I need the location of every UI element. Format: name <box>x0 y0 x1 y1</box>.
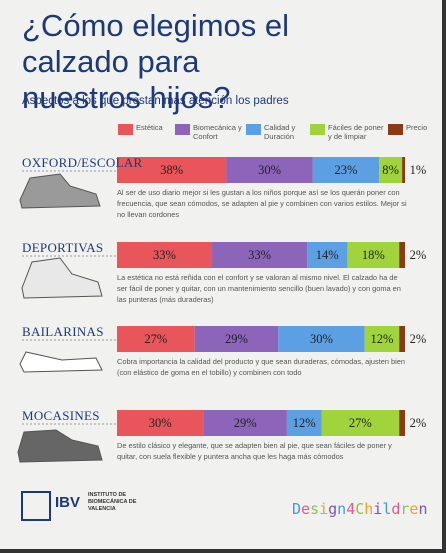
description: Al ser de uso diario mejor si les gustan… <box>117 188 407 219</box>
bar-segment <box>194 326 279 352</box>
legend-label: Calidad y Duración <box>264 123 296 141</box>
value-label: 27% <box>348 416 372 430</box>
legend-swatch <box>388 124 403 135</box>
value-label: 29% <box>233 416 257 430</box>
value-label: 30% <box>148 416 172 430</box>
description: La estética no está reñida con el confor… <box>117 273 401 304</box>
value-label: 27% <box>144 332 168 346</box>
value-label: 30% <box>258 163 282 177</box>
category-label: OXFORD/ESCOLAR <box>22 155 143 170</box>
bar-segment <box>203 410 287 436</box>
shoe-icon <box>17 429 103 463</box>
value-label: 8% <box>382 163 399 177</box>
bar-segment <box>307 242 348 268</box>
value-label: 38% <box>160 163 184 177</box>
value-label: 2% <box>409 332 427 346</box>
ibv-logo-box <box>21 491 51 521</box>
legend-swatch <box>310 124 325 135</box>
bar-segment <box>117 157 227 183</box>
bar-segment <box>399 242 405 268</box>
logo-institute: INSTITUTO DE BIOMECÁNICA DE VALENCIA <box>88 492 137 512</box>
category-label: DEPORTIVAS <box>22 240 104 255</box>
bar-segment <box>402 157 405 183</box>
value-label: 2% <box>409 416 427 430</box>
title: ¿Cómo elegimos el calzado para nuestros … <box>22 8 290 115</box>
value-label: 23% <box>334 163 358 177</box>
legend-swatch <box>246 124 261 135</box>
logo-ibv: IBV <box>55 494 81 511</box>
shoe-icon <box>21 257 103 299</box>
shoe-icons <box>17 173 103 463</box>
bar-segment <box>117 242 213 268</box>
bar-segment <box>399 326 405 352</box>
value-label: 2% <box>409 248 427 262</box>
value-label: 1% <box>409 163 427 177</box>
legend-swatch <box>175 124 190 135</box>
value-label: 33% <box>248 248 272 262</box>
value-label: 29% <box>225 332 248 346</box>
logo-brand: Design4Children <box>292 500 428 518</box>
bar-segment <box>212 242 308 268</box>
category-label: MOCASINES <box>22 408 100 423</box>
value-label: 12% <box>370 332 394 346</box>
value-label: 33% <box>153 248 176 262</box>
bar-segment <box>312 157 380 183</box>
legend-label: Estética <box>136 123 163 132</box>
bar-segment <box>117 410 204 436</box>
bar-segment <box>347 242 400 268</box>
subtitle: Aspectos a los que prestan más atención … <box>22 95 289 107</box>
shoe-icon <box>19 351 103 373</box>
shoe-icon <box>19 173 101 209</box>
bar-segment <box>278 326 365 352</box>
value-label: 14% <box>315 248 339 262</box>
bar-segment <box>399 410 405 436</box>
bar-segment <box>117 326 195 352</box>
legend-label: Biomecánica y Confort <box>193 123 242 141</box>
legend-swatch <box>118 124 133 135</box>
value-label: 18% <box>361 248 385 262</box>
bar-segment <box>379 157 403 183</box>
legend-label: Precio <box>406 123 428 132</box>
bar-segment <box>286 410 322 436</box>
description: De estilo clásico y elegante, que se ada… <box>117 441 392 461</box>
value-label: 30% <box>310 332 333 346</box>
value-label: 12% <box>292 416 316 430</box>
bar-segment <box>321 410 400 436</box>
legend-label: Fáciles de poner y de limpiar <box>328 123 384 141</box>
bar-segment <box>226 157 313 183</box>
bar-segment <box>364 326 400 352</box>
category-label: BAILARINAS <box>22 324 104 339</box>
description: Cobra importancia la calidad del product… <box>117 357 406 377</box>
